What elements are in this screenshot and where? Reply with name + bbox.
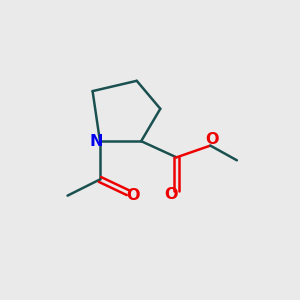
Text: N: N xyxy=(90,134,103,149)
Text: O: O xyxy=(127,188,140,202)
Text: O: O xyxy=(205,132,219,147)
Text: O: O xyxy=(164,187,178,202)
